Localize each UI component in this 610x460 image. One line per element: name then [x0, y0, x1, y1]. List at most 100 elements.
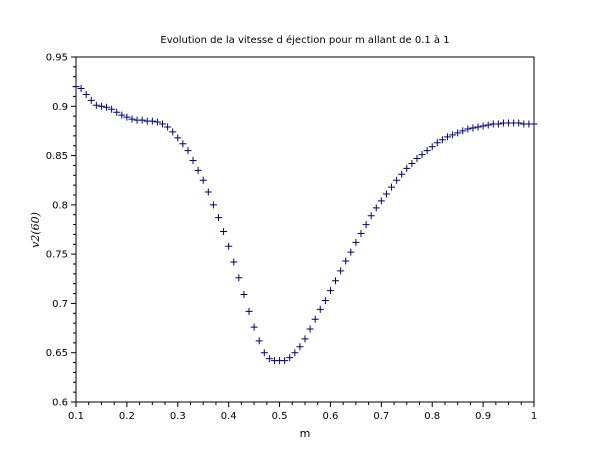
data-point [357, 229, 365, 237]
data-point [494, 120, 502, 128]
data-point [469, 124, 477, 132]
data-point [332, 277, 340, 285]
data-point [97, 102, 105, 110]
x-tick-label: 0.6 [322, 411, 338, 422]
x-axis-ticks [75, 402, 535, 407]
data-point [326, 287, 334, 295]
data-point [459, 127, 467, 135]
data-point [225, 242, 233, 250]
data-point [148, 117, 156, 125]
data-point [255, 337, 263, 345]
data-point [220, 227, 228, 235]
data-point [321, 296, 329, 304]
data-point [398, 170, 406, 178]
x-axis-label: m [300, 427, 311, 440]
x-tick-label: 0.4 [221, 411, 237, 422]
data-point [245, 307, 253, 315]
data-point [159, 120, 167, 128]
data-point [153, 118, 161, 126]
data-point [347, 248, 355, 256]
data-point [194, 166, 202, 174]
y-axis-tick-labels: 0.6 0.65 0.7 0.75 0.8 0.85 0.9 0.95 [46, 53, 68, 409]
y-tick-label: 0.65 [46, 348, 68, 359]
data-point [189, 157, 197, 164]
data-point [82, 90, 90, 98]
data-point [92, 101, 100, 109]
data-point [530, 120, 538, 128]
data-point [474, 123, 482, 131]
data-point [423, 147, 431, 155]
y-tick-label: 0.8 [52, 200, 68, 211]
data-point [454, 129, 462, 137]
data-point [113, 108, 121, 116]
chart-title: Evolution de la vitesse d éjection pour … [160, 34, 449, 46]
data-point [164, 123, 172, 131]
data-point [138, 116, 146, 124]
data-point [449, 131, 457, 139]
data-point [260, 349, 268, 357]
data-point [199, 176, 207, 184]
x-tick-label: 0.8 [424, 411, 440, 422]
data-point [265, 355, 273, 363]
x-tick-label: 1 [531, 411, 537, 422]
data-point [87, 96, 95, 104]
data-points [72, 83, 538, 365]
data-point [296, 343, 304, 351]
x-axis-tick-labels: 0.1 0.2 0.3 0.4 0.5 0.6 0.7 0.8 0.9 1 [68, 411, 537, 422]
data-point [281, 357, 289, 365]
data-point [316, 305, 324, 313]
data-point [204, 188, 212, 196]
data-point [291, 349, 299, 357]
y-tick-label: 0.9 [52, 102, 68, 113]
x-tick-label: 0.9 [475, 411, 491, 422]
data-point [382, 190, 390, 198]
data-point [103, 103, 111, 111]
data-point [443, 133, 451, 141]
data-point [123, 113, 131, 121]
data-point [179, 140, 187, 148]
y-tick-label: 0.6 [52, 398, 68, 409]
y-axis-label: v2(60) [29, 212, 42, 248]
data-point [362, 221, 370, 229]
data-point [174, 134, 182, 142]
y-tick-label: 0.75 [46, 250, 68, 261]
data-point [240, 291, 248, 299]
data-point [72, 83, 80, 91]
data-point [367, 212, 375, 220]
data-point [235, 274, 243, 282]
data-point [230, 258, 238, 266]
y-tick-label: 0.85 [46, 151, 68, 162]
data-point [418, 151, 426, 159]
data-point [286, 354, 294, 362]
data-point [311, 315, 319, 323]
data-point [108, 105, 116, 113]
data-point [464, 125, 472, 133]
data-point [372, 204, 380, 212]
data-point [433, 139, 441, 147]
data-point [393, 176, 401, 184]
data-point [352, 238, 360, 246]
data-point [250, 323, 258, 331]
data-point [413, 155, 421, 163]
data-point [479, 122, 487, 130]
data-point [515, 119, 523, 127]
data-point [408, 159, 416, 167]
data-point [214, 214, 222, 222]
data-point [118, 111, 126, 119]
data-point [438, 136, 446, 144]
x-tick-label: 0.7 [373, 411, 389, 422]
x-tick-label: 0.3 [170, 411, 186, 422]
x-tick-label: 0.1 [68, 411, 84, 422]
data-point [403, 164, 411, 172]
data-point [388, 183, 396, 191]
data-point [337, 267, 345, 275]
data-point [428, 143, 436, 151]
y-axis-ticks [71, 56, 76, 403]
data-point [377, 197, 385, 205]
x-tick-label: 0.5 [272, 411, 288, 422]
x-tick-label: 0.2 [119, 411, 135, 422]
data-point [342, 257, 350, 265]
y-tick-label: 0.95 [46, 53, 68, 64]
